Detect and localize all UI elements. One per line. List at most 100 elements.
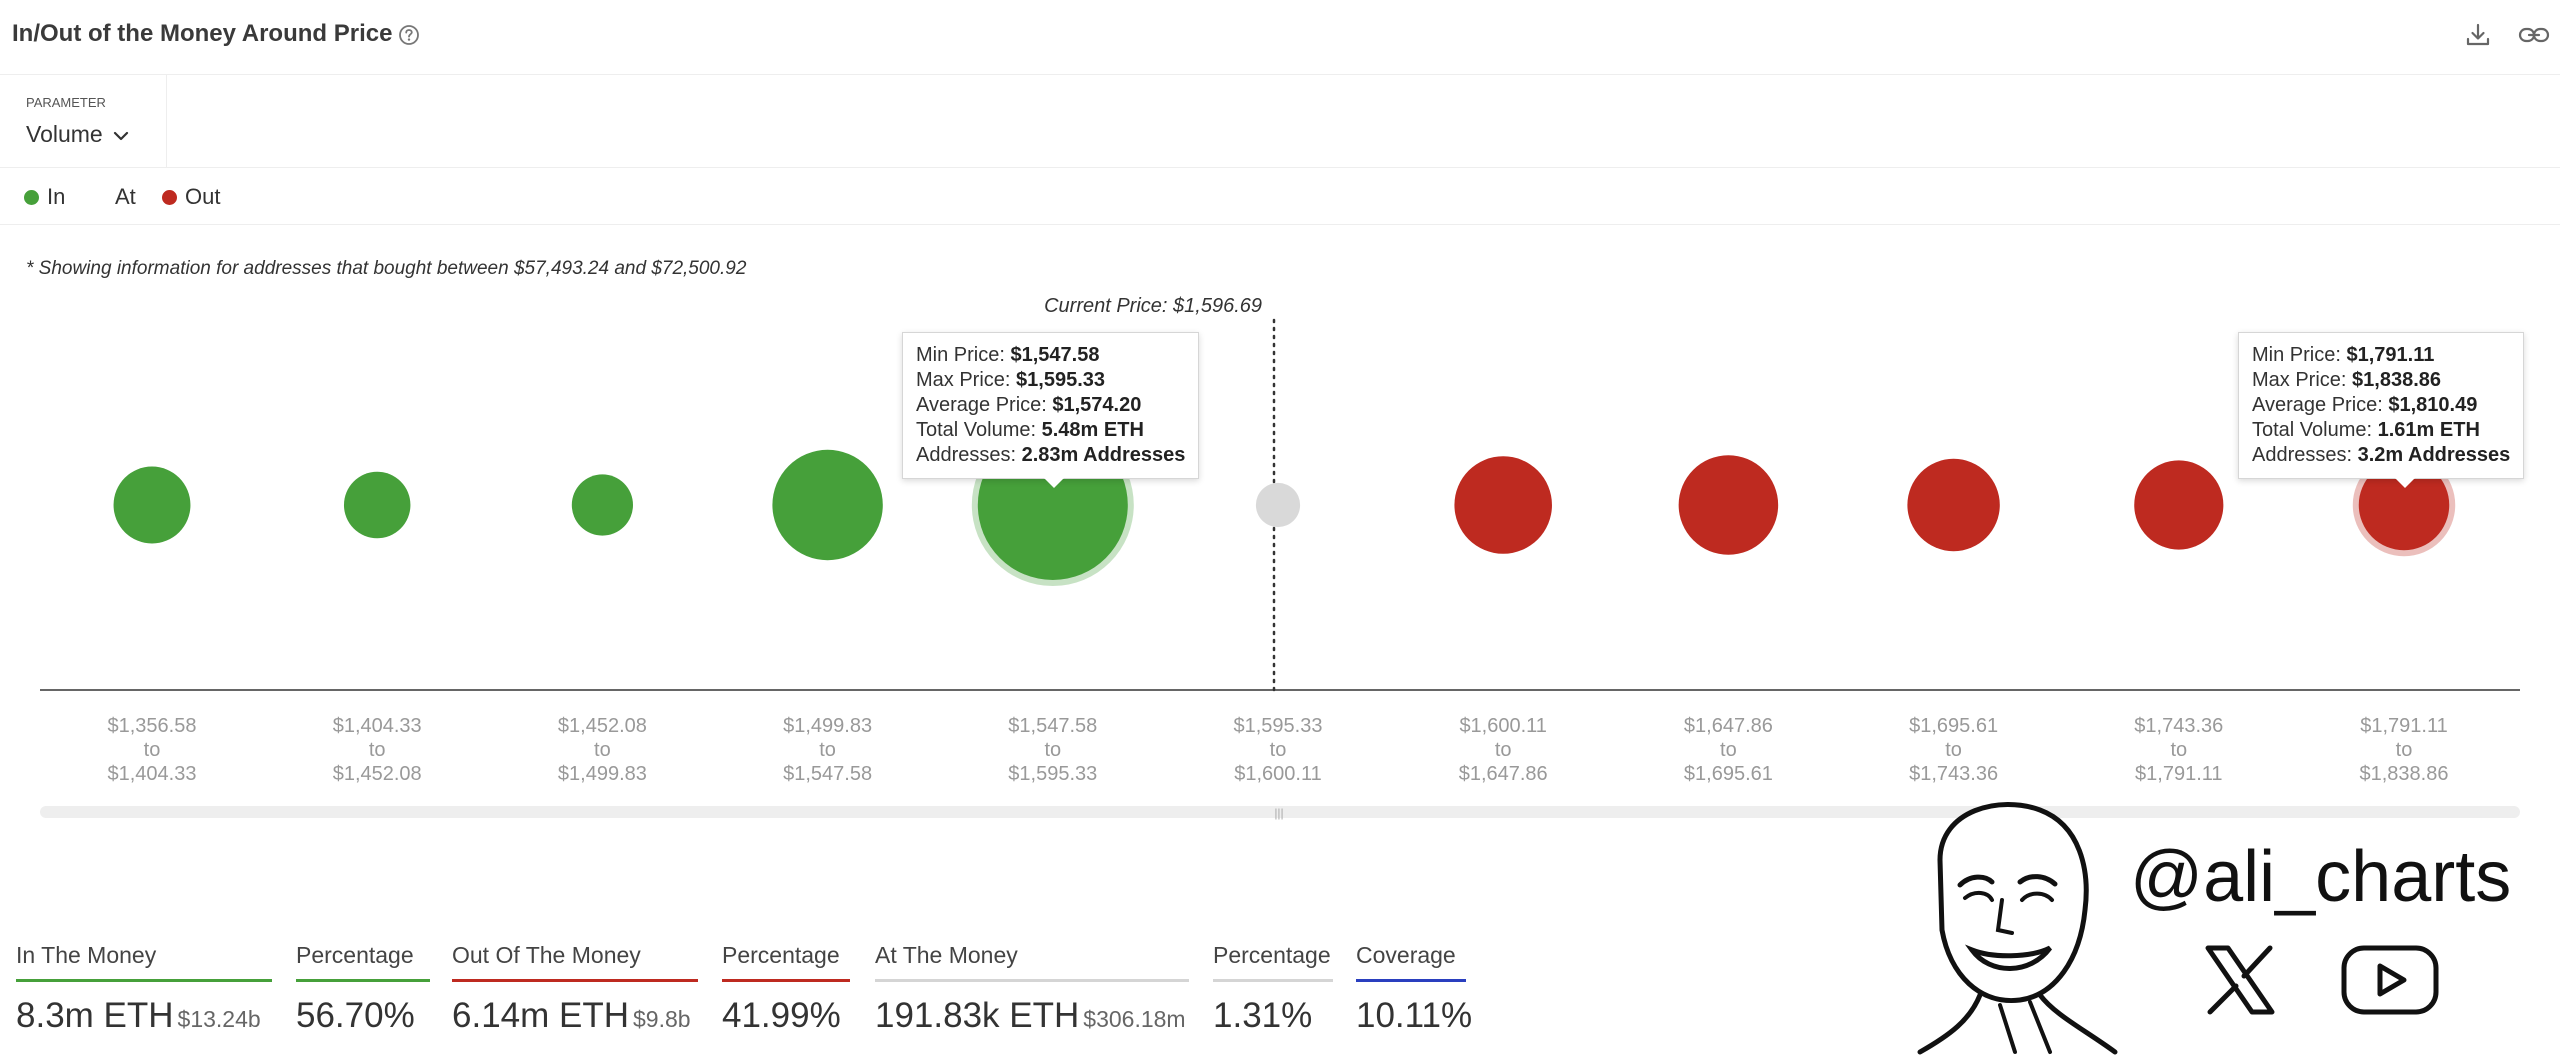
tooltip-value: $1,547.58 — [1010, 344, 1100, 366]
stat-2: Out Of The Money 6.14m ETH $9.8b — [452, 942, 698, 1036]
parameter-dropdown[interactable]: Volume — [26, 121, 129, 148]
chart-scrollbar[interactable] — [40, 806, 2520, 818]
tooltip-value: 5.48m ETH — [1041, 419, 1144, 441]
bubble-in-3[interactable] — [772, 449, 883, 561]
legend: In At Out — [0, 168, 2560, 225]
bubble-out-10[interactable] — [2358, 459, 2450, 551]
tooltip-label: Max Price: — [916, 369, 1017, 391]
tooltip-row: Min Price: $1,791.11 — [2252, 343, 2510, 368]
tick-label-max-9: $1,791.11 — [2135, 763, 2223, 785]
tooltip-range-1547: Min Price: $1,547.58 Max Price: $1,595.33… — [902, 332, 1200, 488]
stat-4: At The Money 191.83k ETH $306.18m — [875, 942, 1189, 1036]
legend-item-at[interactable]: At — [115, 184, 136, 210]
stat-value-sub: $306.18m — [1083, 1006, 1186, 1032]
tick-label-max-8: $1,743.36 — [1909, 763, 1998, 785]
bubble-out-6[interactable] — [1454, 456, 1552, 554]
bubble-in-2[interactable] — [571, 474, 633, 536]
parameter-label: PARAMETER — [26, 95, 106, 110]
bubble-out-9[interactable] — [2134, 460, 2224, 550]
tooltip-label: Max Price: — [2252, 369, 2353, 391]
youtube-icon — [2341, 945, 2439, 1015]
bubble-in-1[interactable] — [343, 471, 411, 539]
link-icon[interactable] — [2518, 20, 2550, 50]
legend-item-in[interactable]: In — [24, 184, 65, 210]
tooltip-row: Max Price: $1,838.86 — [2252, 368, 2510, 393]
tick-label-max-10: $1,838.86 — [2360, 763, 2449, 785]
stat-value-main: 191.83k ETH — [875, 996, 1080, 1035]
legend-dot-in — [24, 190, 39, 205]
tooltip-row: Min Price: $1,547.58 — [916, 343, 1185, 368]
tick-label-min-2: $1,452.08 — [558, 715, 647, 737]
tick-label-to-2: to — [594, 739, 611, 761]
tooltip-value: $1,791.11 — [2346, 344, 2435, 366]
stat-value: 6.14m ETH $9.8b — [452, 996, 698, 1036]
help-circle-icon[interactable] — [398, 24, 420, 46]
bubble-out-8[interactable] — [1907, 458, 2000, 552]
tooltip-row: Addresses: 2.83m Addresses — [916, 443, 1185, 468]
tick-label-min-4: $1,547.58 — [1008, 715, 1097, 737]
stat-value-main: 56.70% — [296, 996, 415, 1035]
tick-label-to-1: to — [369, 739, 386, 761]
tooltip-arrow — [2395, 478, 2415, 488]
chevron-down-icon — [114, 131, 129, 141]
tick-label-min-3: $1,499.83 — [783, 715, 872, 737]
tick-label-max-1: $1,452.08 — [333, 763, 422, 785]
tooltip-label: Total Volume: — [916, 419, 1042, 441]
tooltip-label: Min Price: — [916, 344, 1011, 366]
tick-label-to-3: to — [819, 739, 836, 761]
tick-label-to-6: to — [1495, 739, 1512, 761]
tick-label-to-9: to — [2170, 739, 2187, 761]
tick-label-min-1: $1,404.33 — [333, 715, 422, 737]
tick-label-to-5: to — [1270, 739, 1287, 761]
tooltip-value: $1,574.20 — [1052, 394, 1142, 416]
parameter-selector[interactable]: PARAMETER Volume — [0, 75, 167, 167]
tooltip-value: 1.61m ETH — [2377, 419, 2480, 441]
tick-label-to-0: to — [144, 739, 161, 761]
watermark: @ali_charts — [1880, 790, 2560, 1064]
stat-value: 10.11% — [1356, 996, 1472, 1036]
stat-value-sub: $9.8b — [633, 1006, 691, 1032]
stat-value-sub: $13.24b — [177, 1006, 261, 1032]
legend-dot-out — [162, 190, 177, 205]
tick-label-max-7: $1,695.61 — [1684, 763, 1773, 785]
stat-3: Percentage 41.99% — [722, 942, 850, 1036]
legend-item-out[interactable]: Out — [162, 184, 220, 210]
legend-label-out: Out — [185, 184, 221, 209]
tick-label-max-2: $1,499.83 — [558, 763, 647, 785]
tick-label-max-3: $1,547.58 — [783, 763, 872, 785]
stat-value: 56.70% — [296, 996, 430, 1036]
tick-label-min-9: $1,743.36 — [2134, 715, 2223, 737]
stat-label: Coverage — [1356, 942, 1466, 982]
bubble-out-7[interactable] — [1678, 455, 1779, 555]
bubble-at-5[interactable] — [1255, 482, 1301, 528]
chart-note: * Showing information for addresses that… — [26, 258, 747, 279]
tooltip-row: Max Price: $1,595.33 — [916, 368, 1185, 393]
tick-label-to-8: to — [1945, 739, 1962, 761]
stat-value-main: 41.99% — [722, 996, 841, 1035]
tooltip-arrow — [1043, 478, 1064, 488]
tooltip-row: Total Volume: 1.61m ETH — [2252, 418, 2510, 443]
tooltip-row: Average Price: $1,810.49 — [2252, 393, 2510, 418]
download-icon[interactable] — [2463, 20, 2493, 50]
tooltip-label: Addresses: — [916, 444, 1022, 466]
stat-label: Out Of The Money — [452, 942, 698, 982]
tick-label-min-10: $1,791.11 — [2360, 715, 2448, 737]
tick-label-to-4: to — [1044, 739, 1061, 761]
tooltip-row: Average Price: $1,574.20 — [916, 393, 1185, 418]
stat-6: Coverage 10.11% — [1356, 942, 1472, 1036]
tick-label-max-6: $1,647.86 — [1459, 763, 1548, 785]
stat-label: At The Money — [875, 942, 1189, 982]
tooltip-value: 2.83m Addresses — [1021, 444, 1186, 466]
tooltip-range-1791: Min Price: $1,791.11 Max Price: $1,838.86… — [2238, 332, 2525, 488]
tooltip-label: Total Volume: — [2252, 419, 2378, 441]
bubble-in-0[interactable] — [113, 466, 191, 544]
panel-header: In/Out of the Money Around Price — [0, 0, 2560, 75]
in-out-money-chart: |||Current Price: $1,596.69$1,356.58to$1… — [40, 295, 2520, 820]
tooltip-value: $1,838.86 — [2352, 369, 2442, 391]
current-price-label: Current Price: $1,596.69 — [1044, 295, 1262, 317]
tick-label-max-0: $1,404.33 — [108, 763, 197, 785]
stat-value: 1.31% — [1213, 996, 1333, 1036]
tooltip-label: Average Price: — [2252, 394, 2389, 416]
tick-label-min-8: $1,695.61 — [1909, 715, 1998, 737]
caricature-face-icon — [1917, 801, 2118, 1055]
